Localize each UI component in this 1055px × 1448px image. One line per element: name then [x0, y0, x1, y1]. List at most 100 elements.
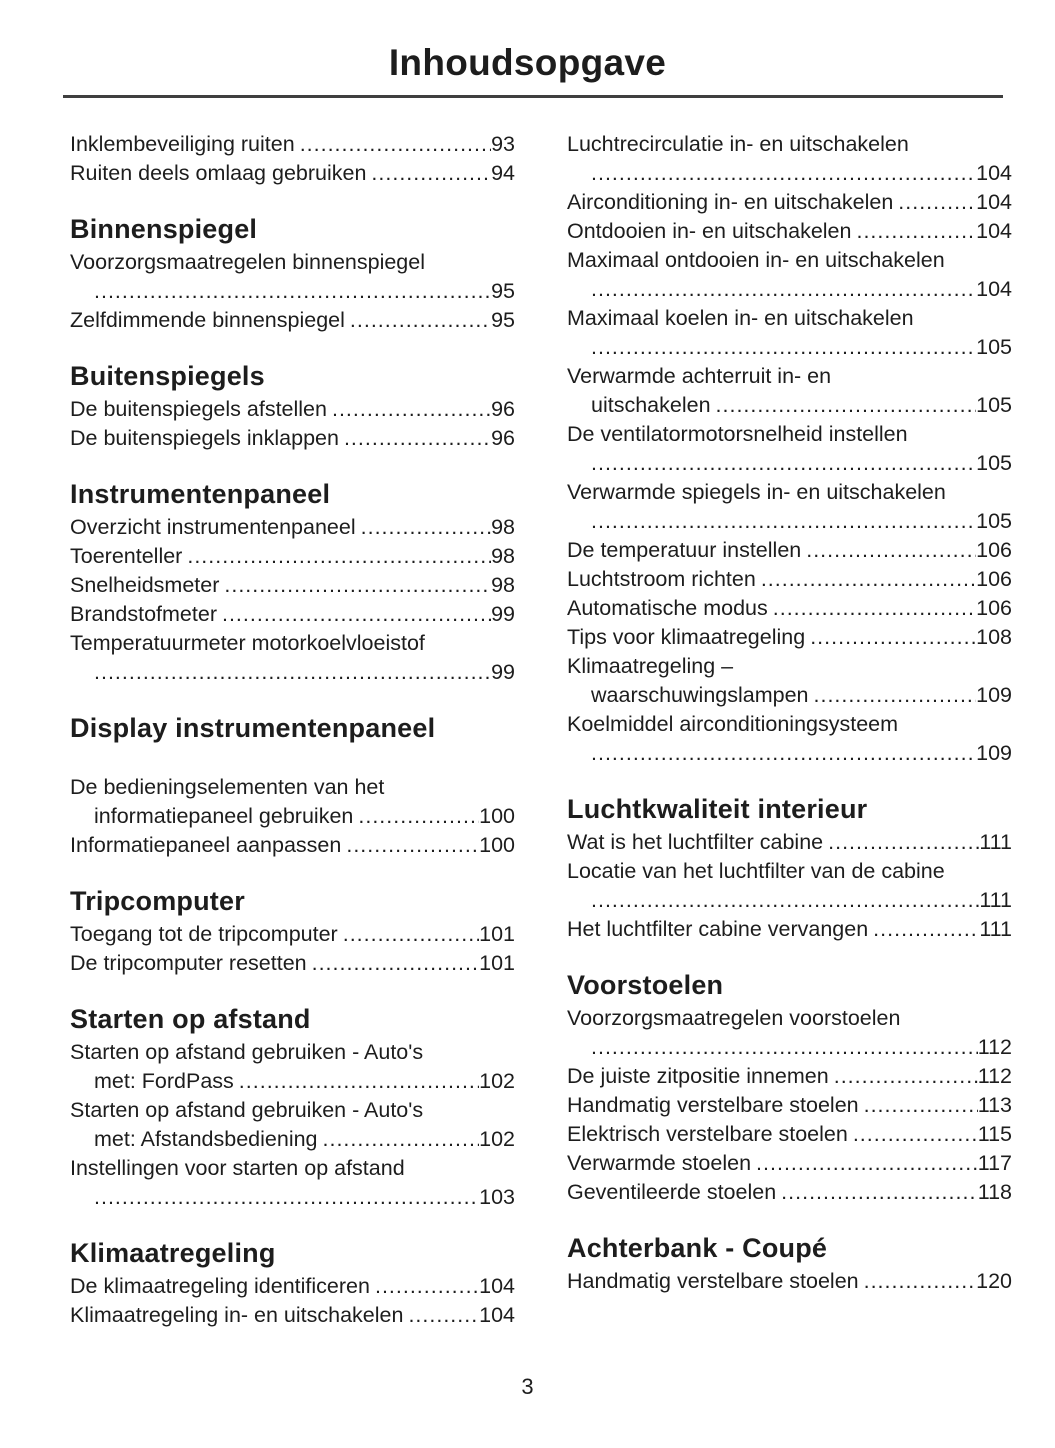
toc-leader-dots: ........................................… — [238, 1068, 479, 1093]
toc-entry-text: De ventilatormotorsnelheid instellen — [567, 421, 908, 446]
toc-entry: Inklembeveiliging ruiten................… — [70, 130, 515, 159]
toc-entry-line: ........................................… — [70, 658, 515, 687]
toc-entry: Luchtrecirculatie in- en uitschakelen — [567, 130, 1012, 159]
toc-entry: Wat is het luchtfilter cabine...........… — [567, 828, 1012, 857]
toc-entry-line: met: Afstandsbediening..................… — [70, 1125, 515, 1154]
toc-page-number: 109 — [976, 740, 1012, 765]
toc-page-number: 102 — [479, 1126, 515, 1151]
toc-page-number: 115 — [977, 1121, 1012, 1146]
toc-leader-dots: ........................................… — [343, 425, 492, 450]
toc-page-number: 111 — [979, 887, 1012, 912]
toc-leader-dots: ........................................… — [715, 392, 977, 417]
toc-entry-line: waarschuwingslampen.....................… — [567, 681, 1012, 710]
toc-page-number: 105 — [976, 450, 1012, 475]
toc-page-number: 104 — [976, 218, 1012, 243]
toc-entry-text: De juiste zitpositie innemen — [567, 1063, 829, 1088]
section-heading: Achterbank - Coupé — [567, 1232, 828, 1263]
toc-leader-dots: ........................................… — [299, 131, 491, 156]
toc-page-number: 98 — [491, 543, 515, 568]
toc-leader-dots: ........................................… — [772, 595, 976, 620]
toc-leader-dots: ........................................… — [760, 566, 976, 591]
toc-page-number: 95 — [491, 307, 515, 332]
toc-entry-text: Locatie van het luchtfilter van de cabin… — [567, 858, 945, 883]
toc-entry: De ventilatormotorsnelheid instellen — [567, 420, 1012, 449]
toc-leader-dots: ........................................… — [863, 1092, 978, 1117]
toc-leader-dots: ........................................… — [591, 450, 977, 475]
toc-column-left: Inklembeveiliging ruiten................… — [70, 130, 515, 1330]
toc-page-number: 102 — [479, 1068, 515, 1093]
toc-entry: Voorzorgsmaatregelen binnenspiegel — [70, 248, 515, 277]
toc-entry-text: Luchtrecirculatie in- en uitschakelen — [567, 131, 909, 156]
toc-leader-dots: ........................................… — [322, 1126, 480, 1151]
toc-page-number: 112 — [977, 1063, 1012, 1088]
toc-entry-text: Toerenteller — [70, 543, 183, 568]
toc-page-number: 106 — [976, 537, 1012, 562]
toc-entry: Handmatig verstelbare stoelen...........… — [567, 1091, 1012, 1120]
toc-page-number: 98 — [491, 572, 515, 597]
toc-entry: Informatiepaneel aanpassen..............… — [70, 831, 515, 860]
toc-page-number: 104 — [976, 189, 1012, 214]
toc-entry-text: Ontdooien in- en uitschakelen — [567, 218, 852, 243]
section-heading: Voorstoelen — [567, 969, 724, 1000]
toc-entry-text: De buitenspiegels inklappen — [70, 425, 339, 450]
toc-entry-text: waarschuwingslampen — [591, 682, 809, 707]
toc-entry-text: De buitenspiegels afstellen — [70, 396, 327, 421]
section-heading: Tripcomputer — [70, 885, 245, 916]
toc-entry: De tripcomputer resetten................… — [70, 949, 515, 978]
toc-entry-text: met: FordPass — [94, 1068, 234, 1093]
toc-entry: Temperatuurmeter motorkoelvloeistof — [70, 629, 515, 658]
toc-entry: Verwarmde achterruit in- en — [567, 362, 1012, 391]
toc-entry-text: Overzicht instrumentenpaneel — [70, 514, 356, 539]
toc-entry: Verwarmde stoelen.......................… — [567, 1149, 1012, 1178]
toc-entry: Handmatig verstelbare stoelen...........… — [567, 1267, 1012, 1296]
toc-page-number: 104 — [976, 160, 1012, 185]
toc-leader-dots: ........................................… — [374, 1273, 480, 1298]
toc-leader-dots: ........................................… — [756, 1150, 978, 1175]
toc-leader-dots: ........................................… — [311, 950, 480, 975]
section-heading: Luchtkwaliteit interieur — [567, 793, 868, 824]
toc-entry-text: Airconditioning in- en uitschakelen — [567, 189, 894, 214]
toc-leader-dots: ........................................… — [371, 160, 491, 185]
toc-entry: Tips voor klimaatregeling...............… — [567, 623, 1012, 652]
toc-entry-text: Koelmiddel airconditioningsysteem — [567, 711, 899, 736]
section-heading: Klimaatregeling — [70, 1237, 276, 1268]
toc-entry: Airconditioning in- en uitschakelen.....… — [567, 188, 1012, 217]
toc-leader-dots: ........................................… — [94, 278, 492, 303]
toc-entry: Toegang tot de tripcomputer.............… — [70, 920, 515, 949]
toc-leader-dots: ........................................… — [94, 659, 492, 684]
toc-leader-dots: ........................................… — [898, 189, 976, 214]
toc-leader-dots: ........................................… — [591, 276, 977, 301]
toc-entry-text: De bedieningselementen van het — [70, 774, 385, 799]
toc-entry: De buitenspiegels inklappen.............… — [70, 424, 515, 453]
toc-entry-text: Voorzorgsmaatregelen binnenspiegel — [70, 249, 425, 274]
toc-page-number: 100 — [479, 803, 515, 828]
toc-entry: Overzicht instrumentenpaneel............… — [70, 513, 515, 542]
toc-page-number: 94 — [491, 160, 515, 185]
toc-leader-dots: ........................................… — [331, 396, 491, 421]
toc-leader-dots: ........................................… — [349, 307, 492, 332]
toc-leader-dots: ........................................… — [863, 1268, 977, 1293]
toc-entry-text: Klimaatregeling – — [567, 653, 734, 678]
toc-entry-text: Instellingen voor starten op afstand — [70, 1155, 405, 1180]
toc-page-number: 98 — [491, 514, 515, 539]
toc-page-number: 111 — [979, 829, 1012, 854]
section-heading: Display instrumentenpaneel — [70, 712, 436, 743]
toc-page-number: 95 — [491, 278, 515, 303]
toc-entry: Elektrisch verstelbare stoelen..........… — [567, 1120, 1012, 1149]
toc-leader-dots: ........................................… — [224, 572, 491, 597]
toc-page-number: 100 — [479, 832, 515, 857]
toc-entry-line: ........................................… — [567, 159, 1012, 188]
toc-entry-line: met: FordPass...........................… — [70, 1067, 515, 1096]
toc-leader-dots: ........................................… — [813, 682, 977, 707]
toc-entry: Snelheidsmeter..........................… — [70, 571, 515, 600]
toc-leader-dots: ........................................… — [828, 829, 980, 854]
section-heading: Instrumentenpaneel — [70, 478, 331, 509]
toc-page-number: 117 — [977, 1150, 1012, 1175]
toc-entry-text: Verwarmde spiegels in- en uitschakelen — [567, 479, 946, 504]
toc-entry: Koelmiddel airconditioningsysteem — [567, 710, 1012, 739]
toc-leader-dots: ........................................… — [873, 916, 979, 941]
toc-entry-text: Maximaal koelen in- en uitschakelen — [567, 305, 914, 330]
toc-page-number: 118 — [977, 1179, 1012, 1204]
toc-leader-dots: ........................................… — [591, 334, 977, 359]
toc-page-number: 113 — [977, 1092, 1012, 1117]
